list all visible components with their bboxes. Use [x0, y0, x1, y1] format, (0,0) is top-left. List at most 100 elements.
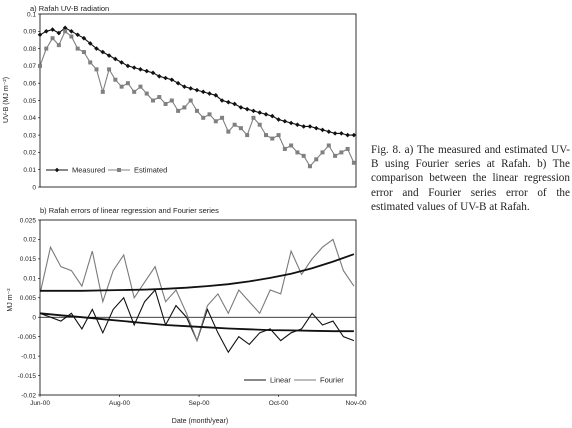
data-point — [75, 32, 80, 38]
y-tick-label: 0 — [32, 184, 36, 191]
data-point — [144, 68, 150, 74]
data-point — [200, 89, 206, 95]
data-point — [50, 36, 55, 41]
data-point — [201, 115, 206, 120]
data-point — [289, 143, 294, 148]
data-point — [69, 29, 74, 34]
data-point — [81, 50, 86, 55]
data-point — [232, 101, 237, 107]
data-point — [307, 124, 313, 129]
data-point — [270, 136, 275, 141]
data-point — [50, 27, 55, 32]
data-point — [100, 49, 106, 55]
y-tick-label: 0.02 — [23, 237, 36, 244]
y-tick-label: 0.01 — [23, 167, 36, 174]
data-point — [295, 122, 300, 128]
series-line-measured — [39, 27, 354, 136]
y-tick-label: 0.1 — [27, 11, 36, 18]
data-point — [144, 91, 149, 96]
data-point — [295, 150, 300, 155]
data-point — [207, 91, 212, 96]
data-point — [213, 93, 219, 98]
data-point — [176, 108, 181, 113]
data-point — [100, 89, 105, 94]
x-tick-label: Aug-00 — [109, 400, 130, 407]
series-line-estimated — [39, 30, 355, 168]
legend-label: Estimated — [134, 166, 167, 175]
data-point — [226, 99, 231, 105]
data-point — [333, 153, 338, 158]
data-point — [232, 122, 237, 127]
legend-label: Fourier — [320, 376, 344, 385]
data-point — [313, 125, 319, 131]
data-point — [119, 60, 124, 65]
y-tick-label: 0.02 — [23, 150, 36, 157]
data-point — [62, 25, 68, 31]
data-point — [151, 98, 156, 103]
data-point — [132, 89, 137, 94]
data-point — [87, 41, 93, 46]
y-tick-label: 0.04 — [23, 115, 36, 122]
data-point — [301, 153, 306, 158]
data-point — [169, 98, 174, 103]
data-point — [345, 132, 350, 138]
data-point — [150, 70, 156, 76]
data-point — [339, 131, 344, 136]
data-point — [81, 35, 87, 41]
data-point — [213, 119, 218, 124]
chart-b-legend: Linear Fourier — [244, 376, 344, 385]
data-point — [169, 77, 175, 83]
y-tick-label: -0.02 — [21, 392, 36, 399]
data-point — [44, 46, 49, 51]
y-tick-label: 0 — [32, 315, 36, 322]
data-point — [251, 115, 256, 120]
data-point — [94, 46, 99, 51]
data-point — [88, 60, 93, 65]
chart-a-ylabel: UV-B (MJ m⁻²) — [3, 77, 10, 123]
data-point — [251, 108, 256, 114]
data-point — [194, 108, 199, 113]
y-tick-label: 0.025 — [20, 217, 37, 224]
data-point — [226, 129, 231, 134]
data-point — [351, 160, 356, 165]
data-point — [125, 63, 131, 69]
data-point — [345, 146, 350, 151]
chart-b-title: b) Rafah errors of linear regression and… — [40, 206, 219, 215]
x-tick-label: Sep-00 — [189, 400, 210, 407]
data-point — [244, 106, 250, 112]
y-tick-label: 0.08 — [23, 46, 36, 53]
data-point — [269, 113, 275, 119]
y-tick-label: 0.07 — [23, 63, 36, 70]
data-point — [320, 127, 325, 133]
chart-b-xlabel: Date (month/year) — [172, 418, 228, 425]
y-tick-label: 0.03 — [23, 132, 36, 139]
data-point — [107, 67, 112, 72]
y-tick-label: -0.015 — [18, 373, 37, 380]
data-point — [207, 112, 212, 117]
data-point — [182, 105, 187, 110]
data-point — [276, 117, 281, 122]
legend-label: Linear — [270, 376, 291, 385]
data-point — [69, 34, 74, 39]
data-point — [56, 43, 61, 48]
data-point — [282, 146, 287, 151]
data-point — [75, 46, 80, 51]
y-tick-label: -0.005 — [18, 334, 37, 341]
data-point — [119, 84, 124, 89]
data-point — [326, 129, 332, 134]
data-point — [339, 150, 344, 155]
y-tick-label: 0.015 — [20, 256, 37, 263]
data-point — [307, 164, 312, 169]
chart-panel-a: a) Rafah UV-B radiation UV-B (MJ m⁻²) 0 0… — [3, 4, 357, 191]
data-point — [94, 67, 99, 72]
data-point — [282, 118, 288, 124]
legend-marker — [54, 167, 60, 173]
data-point — [106, 53, 112, 58]
x-tick-label: Nov-00 — [346, 400, 367, 407]
data-point — [38, 63, 42, 68]
data-point — [63, 29, 68, 34]
data-point — [138, 84, 143, 89]
legend-marker — [117, 168, 121, 172]
data-point — [301, 124, 306, 129]
